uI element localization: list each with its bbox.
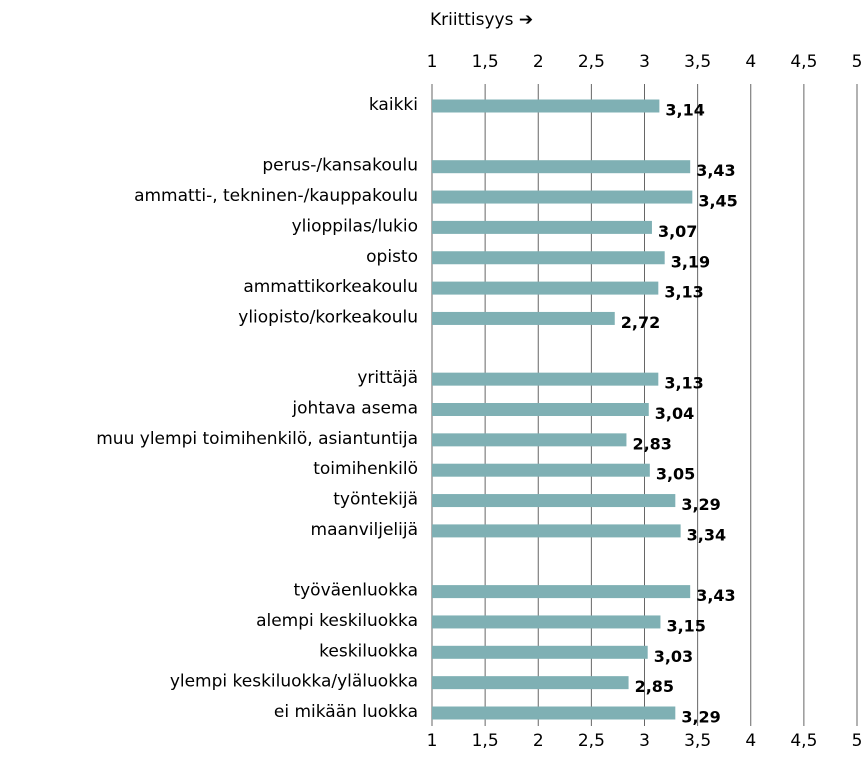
bar: [432, 463, 650, 477]
y-tick-label: ammattikorkeakoulu: [243, 277, 418, 297]
x-tick-label-top: 2: [533, 52, 544, 72]
x-tick-label-top: 4,5: [790, 52, 817, 72]
value-label: 3,05: [656, 465, 695, 484]
value-label: 3,13: [664, 374, 703, 393]
bar: [432, 403, 649, 416]
x-tick-label-bottom: 2,5: [578, 731, 605, 751]
bar: [432, 281, 659, 295]
y-tick-label: yliopisto/korkeakoulu: [238, 307, 418, 327]
value-label: 3,43: [696, 161, 735, 180]
value-label: 3,29: [681, 708, 720, 727]
x-tick-label-top: 3: [639, 52, 650, 72]
y-tick-label: työntekijä: [333, 490, 418, 510]
bar: [432, 99, 660, 113]
bar: [432, 585, 691, 599]
bar: [432, 676, 629, 690]
y-tick-label: ylioppilas/lukio: [292, 216, 418, 236]
bar: [432, 251, 665, 265]
value-label: 3,29: [681, 495, 720, 514]
x-tick-label-top: 4: [745, 52, 756, 72]
x-tick-label-top: 1: [427, 52, 438, 72]
value-label: 2,85: [635, 677, 674, 696]
x-tick-label-top: 1,5: [472, 52, 499, 72]
value-label: 3,19: [671, 252, 710, 271]
y-tick-label: ylempi keskiluokka/yläluokka: [170, 672, 418, 692]
value-label: 2,83: [632, 434, 671, 453]
value-label: 3,43: [696, 586, 735, 605]
y-tick-label: työväenluokka: [293, 581, 418, 601]
x-tick-label-bottom: 4: [745, 731, 756, 751]
bar: [432, 615, 661, 629]
x-tick-label-top: 2,5: [578, 52, 605, 72]
bar: [432, 524, 681, 538]
x-tick-label-bottom: 3: [639, 731, 650, 751]
bar: [432, 160, 691, 174]
bar: [432, 190, 693, 204]
y-tick-label: muu ylempi toimihenkilö, asiantuntija: [96, 429, 418, 449]
value-label: 3,15: [666, 616, 705, 635]
y-tick-label: alempi keskiluokka: [256, 611, 418, 631]
value-label: 3,14: [665, 101, 704, 120]
y-tick-label: yrittäjä: [357, 368, 418, 388]
bar: [432, 494, 676, 508]
bar: [432, 311, 615, 325]
y-tick-label: toimihenkilö: [313, 459, 418, 479]
x-tick-label-bottom: 1: [427, 731, 438, 751]
bar: [432, 220, 652, 234]
value-label: 3,07: [658, 222, 697, 241]
x-tick-label-bottom: 4,5: [790, 731, 817, 751]
bar: [432, 706, 676, 720]
value-label: 3,04: [655, 404, 694, 423]
x-tick-label-bottom: 5: [852, 731, 863, 751]
x-tick-label-bottom: 1,5: [472, 731, 499, 751]
x-tick-label-top: 5: [852, 52, 863, 72]
y-tick-label: keskiluokka: [319, 641, 418, 661]
value-label: 3,13: [664, 283, 703, 302]
bar: [432, 433, 627, 447]
value-label: 3,34: [687, 525, 726, 544]
y-tick-label: kaikki: [369, 95, 418, 115]
y-tick-label: opisto: [366, 247, 418, 267]
y-tick-label: ammatti-, tekninen-/kauppakoulu: [134, 186, 418, 206]
value-label: 3,03: [654, 647, 693, 666]
y-tick-label: johtava asema: [291, 399, 418, 419]
y-tick-label: ei mikään luokka: [274, 702, 418, 722]
bar: [432, 645, 648, 659]
y-tick-label: perus-/kansakoulu: [262, 156, 418, 176]
x-tick-label-bottom: 3,5: [684, 731, 711, 751]
bar: [432, 372, 659, 386]
value-label: 3,45: [698, 192, 737, 211]
value-label: 2,72: [621, 313, 660, 332]
y-tick-label: maanviljelijä: [311, 520, 418, 540]
x-tick-label-top: 3,5: [684, 52, 711, 72]
x-tick-label-bottom: 2: [533, 731, 544, 751]
axis-label: Kriittisyys ➔: [430, 10, 533, 30]
